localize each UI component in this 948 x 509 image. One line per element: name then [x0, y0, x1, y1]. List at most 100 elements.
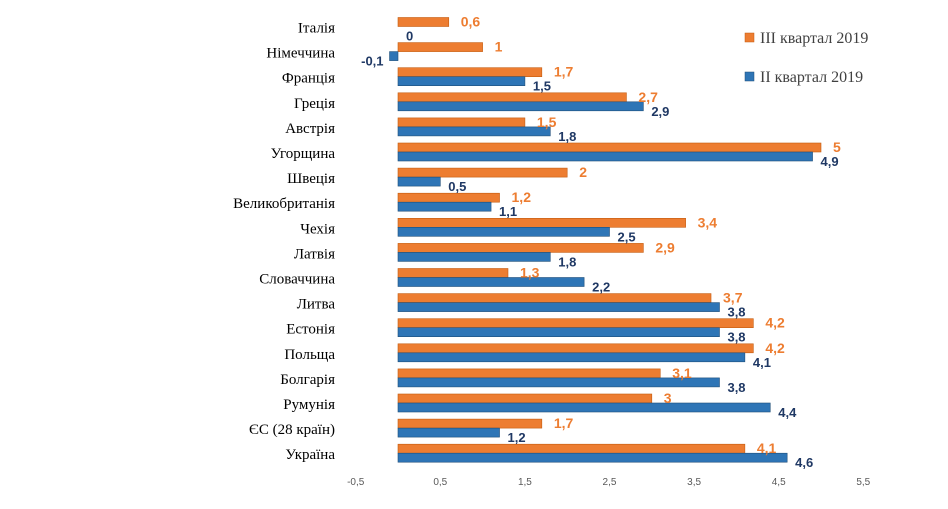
- value-label-q3: 1,3: [520, 265, 540, 281]
- bar-q3: [397, 117, 526, 128]
- bar-q2: [389, 51, 399, 61]
- bar-q2: [397, 176, 441, 187]
- value-label-q2: 2,9: [651, 104, 669, 119]
- x-axis-ticks: -0,5 0,5 1,5 2,5 3,5 4,5 5,5: [347, 477, 871, 488]
- category-label: Швеція: [287, 171, 335, 187]
- category-label: Болгарія: [280, 372, 335, 388]
- bar-q3: [397, 418, 543, 429]
- x-tick-label: 3,5: [687, 477, 701, 488]
- value-label-q3: 4,1: [757, 440, 777, 456]
- value-label-q3: 1,7: [554, 415, 574, 431]
- bar-q3: [397, 368, 661, 379]
- value-label-q3: 1,7: [554, 64, 574, 80]
- value-label-q2: 1,8: [558, 254, 576, 269]
- x-tick-label: 4,5: [772, 477, 786, 488]
- bar-q2: [397, 277, 585, 287]
- x-tick-label: -0,5: [347, 477, 365, 488]
- value-label-q2: 0: [406, 29, 413, 44]
- value-label-q2: 2,2: [592, 280, 610, 295]
- bar-q2: [397, 427, 500, 438]
- bar-q2: [397, 126, 551, 137]
- bar-q2: [397, 227, 610, 237]
- bar-q3: [397, 268, 509, 278]
- bar-q3: [397, 393, 653, 404]
- category-label: Франція: [282, 71, 335, 87]
- legend-label-q3: ІІІ квартал 2019: [760, 30, 868, 47]
- value-label-q2: 1,2: [508, 430, 526, 445]
- category-label: Чехія: [300, 221, 335, 237]
- value-label-q3: 3,4: [698, 214, 718, 230]
- bar-q2: [397, 76, 526, 86]
- category-label: Румунія: [283, 397, 335, 413]
- category-label: Угорщина: [271, 146, 336, 162]
- category-label: Польща: [284, 347, 335, 363]
- bar-q2: [397, 452, 788, 463]
- bars: [389, 17, 822, 463]
- category-label: Німеччина: [266, 46, 335, 62]
- bar-q3: [397, 218, 686, 228]
- bar-q2: [397, 101, 644, 112]
- value-label-q2: 3,8: [727, 330, 745, 345]
- value-label-q2: 1,8: [558, 129, 576, 144]
- bar-q3: [397, 167, 568, 178]
- category-label: Естонія: [286, 322, 335, 338]
- value-label-q3: 2,7: [638, 89, 658, 105]
- value-label-q2: 3,8: [727, 380, 745, 395]
- bar-q2: [397, 377, 720, 388]
- value-label-q2: 4,1: [753, 355, 771, 370]
- category-label: Австрія: [285, 121, 335, 137]
- category-label: Литва: [297, 297, 336, 313]
- category-label: ЄС (28 країн): [249, 422, 335, 438]
- bar-q3: [397, 142, 822, 153]
- value-labels: 0,601-0,11,71,52,72,91,51,854,920,51,21,…: [361, 14, 841, 471]
- value-label-q3: 2: [579, 164, 587, 180]
- value-label-q2: -0,1: [361, 54, 383, 69]
- bar-q3: [397, 67, 543, 77]
- bar-q2: [397, 327, 720, 338]
- value-label-q2: 1,1: [499, 204, 517, 219]
- value-label-q2: 0,5: [448, 179, 466, 194]
- value-label-q3: 2,9: [655, 239, 675, 255]
- bar-q3: [397, 42, 483, 52]
- bar-q2: [397, 252, 551, 262]
- x-tick-label: 2,5: [603, 477, 617, 488]
- value-label-q2: 2,5: [618, 229, 636, 244]
- legend-swatch-q3: [744, 32, 755, 43]
- value-label-q2: 1,5: [533, 79, 551, 94]
- bar-q3: [397, 343, 754, 354]
- bar-q3: [397, 243, 644, 253]
- value-label-q3: 4,2: [765, 340, 785, 356]
- x-tick-label: 1,5: [518, 477, 532, 488]
- value-label-q3: 4,2: [765, 315, 785, 331]
- bar-q2: [397, 201, 492, 212]
- value-label-q3: 1: [495, 39, 503, 55]
- category-label: Греція: [294, 96, 335, 112]
- value-label-q3: 5: [833, 139, 841, 155]
- bar-q3: [397, 92, 627, 103]
- bar-q3: [397, 318, 754, 329]
- value-label-q3: 3: [664, 390, 672, 406]
- legend: ІІІ квартал 2019 ІІ квартал 2019: [744, 30, 868, 86]
- x-tick-label: 0,5: [433, 477, 447, 488]
- value-label-q3: 1,5: [537, 114, 557, 130]
- bar-q3: [397, 443, 746, 454]
- category-label: Латвія: [294, 246, 335, 262]
- x-tick-label: 5,5: [856, 477, 870, 488]
- category-label: Великобританія: [233, 196, 335, 212]
- bar-q3: [397, 293, 712, 303]
- category-labels: Італія Німеччина Франція Греція Австрія Угорщ…: [233, 21, 335, 464]
- value-label-q2: 3,8: [727, 305, 745, 320]
- bar-q2: [397, 151, 813, 162]
- legend-swatch-q2: [744, 71, 755, 82]
- category-label: Словаччина: [259, 272, 335, 288]
- category-label: Італія: [298, 21, 335, 37]
- value-label-q2: 4,9: [821, 154, 839, 169]
- value-label-q2: 4,6: [795, 455, 813, 470]
- bar-q2: [397, 302, 720, 312]
- legend-label-q2: ІІ квартал 2019: [760, 69, 863, 86]
- bar-q3: [397, 192, 500, 203]
- bar-q3: [397, 17, 450, 27]
- value-label-q3: 3,7: [723, 290, 743, 306]
- bar-q2: [397, 402, 771, 413]
